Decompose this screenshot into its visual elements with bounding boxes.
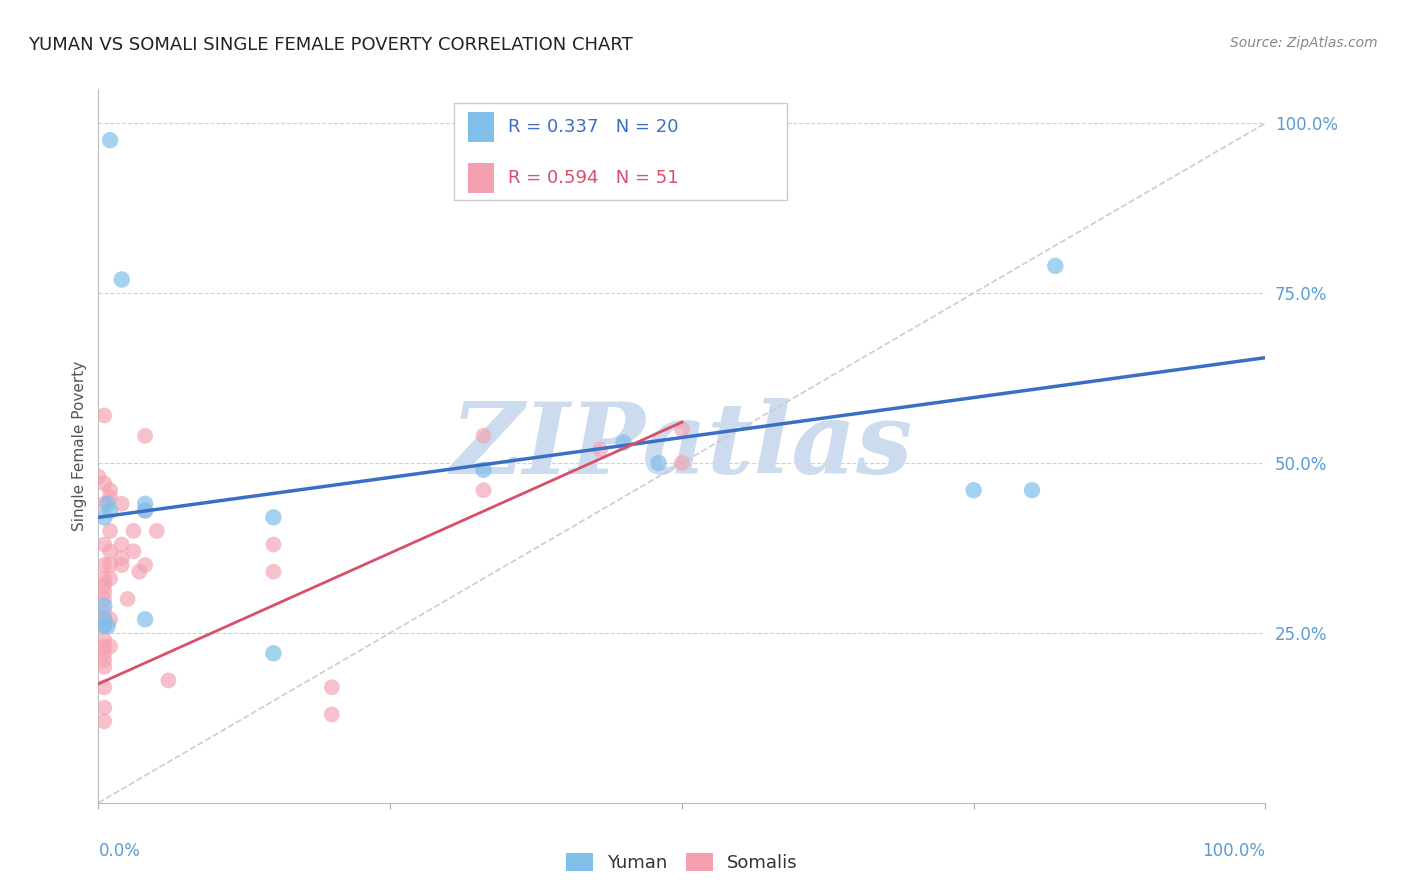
Point (98, 572, 121, 586)
Point (134, 612, 156, 626)
Legend: Yuman, Somalis: Yuman, Somalis (558, 846, 806, 880)
Text: YUMAN VS SOMALI SINGLE FEMALE POVERTY CORRELATION CHART: YUMAN VS SOMALI SINGLE FEMALE POVERTY CO… (28, 36, 633, 54)
Point (93, 660, 115, 674)
Point (93, 612, 115, 626)
Point (472, 483, 495, 498)
Point (98, 483, 121, 498)
Point (134, 497, 156, 511)
Point (146, 524, 169, 538)
Point (93, 409, 115, 423)
Point (134, 503, 156, 517)
Point (93, 612, 115, 626)
Y-axis label: Single Female Poverty: Single Female Poverty (72, 361, 87, 531)
Point (93, 619, 115, 633)
Point (98, 503, 121, 517)
Point (93, 619, 115, 633)
Point (671, 422, 693, 436)
Point (93, 558, 115, 572)
Point (122, 524, 145, 538)
Point (97, 497, 120, 511)
Point (111, 537, 134, 551)
Point (1045, 259, 1067, 273)
Point (93, 653, 115, 667)
Text: 0.0%: 0.0% (98, 842, 141, 860)
Text: R = 0.337   N = 20: R = 0.337 N = 20 (508, 118, 679, 136)
Point (962, 483, 984, 498)
Text: R = 0.594   N = 51: R = 0.594 N = 51 (508, 169, 679, 186)
Point (262, 565, 284, 579)
Point (93, 646, 115, 660)
FancyBboxPatch shape (454, 103, 787, 200)
Point (111, 551, 134, 566)
Point (321, 680, 343, 694)
Point (93, 680, 115, 694)
Point (98, 640, 121, 654)
Text: Source: ZipAtlas.com: Source: ZipAtlas.com (1230, 36, 1378, 50)
Point (671, 456, 693, 470)
Point (93, 497, 115, 511)
Point (93, 510, 115, 524)
Point (262, 537, 284, 551)
Point (128, 565, 150, 579)
Point (134, 558, 156, 572)
Point (157, 673, 180, 688)
Point (98, 558, 121, 572)
Point (93, 714, 115, 729)
Point (262, 646, 284, 660)
Point (321, 707, 343, 722)
Text: 100.0%: 100.0% (1202, 842, 1265, 860)
Point (122, 544, 145, 558)
Point (93, 578, 115, 592)
Point (472, 463, 495, 477)
Point (472, 429, 495, 443)
Point (111, 497, 134, 511)
Point (134, 503, 156, 517)
Point (93, 700, 115, 714)
Point (111, 272, 134, 286)
Text: ZIPatlas: ZIPatlas (451, 398, 912, 494)
Point (93, 632, 115, 647)
Point (98, 612, 121, 626)
Point (93, 476, 115, 491)
Point (647, 456, 669, 470)
Point (98, 524, 121, 538)
Point (262, 510, 284, 524)
Point (117, 591, 139, 606)
Point (93, 599, 115, 613)
Point (93, 585, 115, 599)
Point (98, 133, 121, 147)
Point (613, 435, 636, 450)
FancyBboxPatch shape (468, 162, 494, 193)
Point (93, 640, 115, 654)
Point (93, 606, 115, 620)
Point (87, 469, 110, 483)
Point (93, 572, 115, 586)
Point (97, 619, 120, 633)
Point (98, 544, 121, 558)
Point (1021, 483, 1043, 498)
FancyBboxPatch shape (468, 112, 494, 142)
Point (93, 537, 115, 551)
Point (134, 429, 156, 443)
Point (111, 558, 134, 572)
Point (98, 490, 121, 504)
Point (589, 442, 612, 457)
Point (93, 591, 115, 606)
